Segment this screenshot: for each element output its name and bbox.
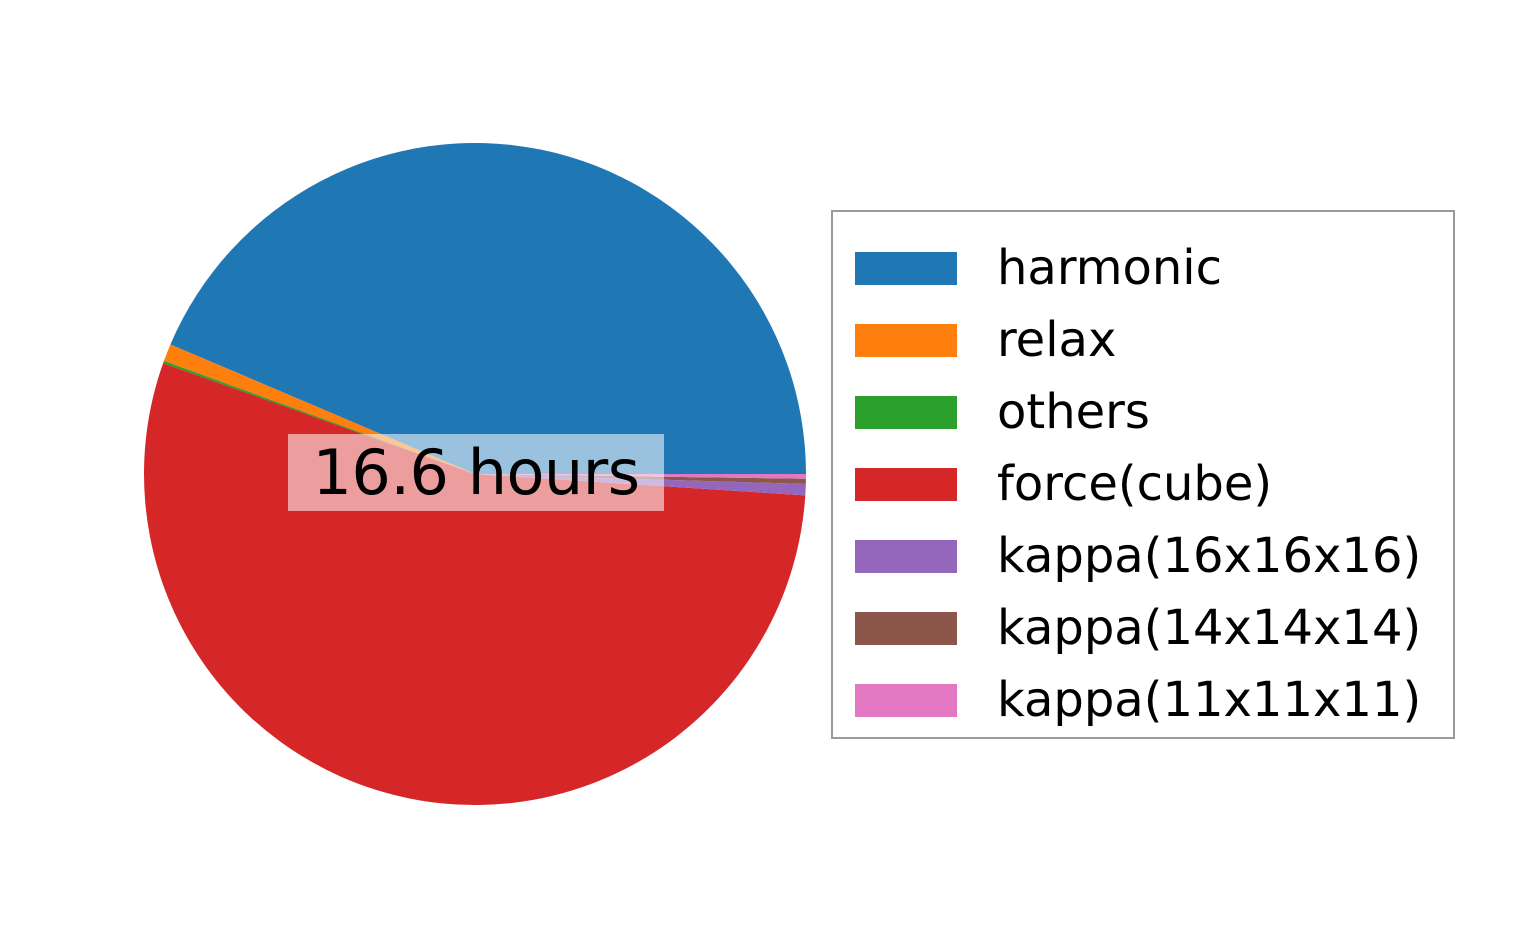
legend-swatch-icon: [855, 539, 957, 573]
legend-swatch-icon: [855, 395, 957, 429]
legend-row[interactable]: kappa(16x16x16): [855, 520, 1453, 592]
legend-row[interactable]: others: [855, 376, 1453, 448]
pie-center-label-box: 16.6 hours: [288, 434, 664, 511]
legend-label: others: [997, 384, 1150, 440]
legend-swatch-icon: [855, 611, 957, 645]
legend-swatch-icon: [855, 467, 957, 501]
legend-swatch-icon: [855, 251, 957, 285]
legend-swatch-icon: [855, 323, 957, 357]
legend-row[interactable]: relax: [855, 304, 1453, 376]
legend-label: force(cube): [997, 456, 1273, 512]
legend-label: kappa(16x16x16): [997, 528, 1422, 584]
legend-row[interactable]: kappa(11x11x11): [855, 664, 1453, 736]
legend-label: relax: [997, 312, 1117, 368]
chart-legend: harmonic relax others force(cube) kappa(16x1…: [831, 210, 1455, 739]
pie-slice-harmonic[interactable]: [170, 143, 806, 474]
legend-label: harmonic: [997, 240, 1222, 296]
legend-label: kappa(11x11x11): [997, 672, 1422, 728]
legend-row[interactable]: force(cube): [855, 448, 1453, 520]
legend-swatch-icon: [855, 683, 957, 717]
pie-center-label-text: 16.6 hours: [312, 435, 640, 509]
legend-row[interactable]: harmonic: [855, 232, 1453, 304]
legend-label: kappa(14x14x14): [997, 600, 1422, 656]
legend-row[interactable]: kappa(14x14x14): [855, 592, 1453, 664]
